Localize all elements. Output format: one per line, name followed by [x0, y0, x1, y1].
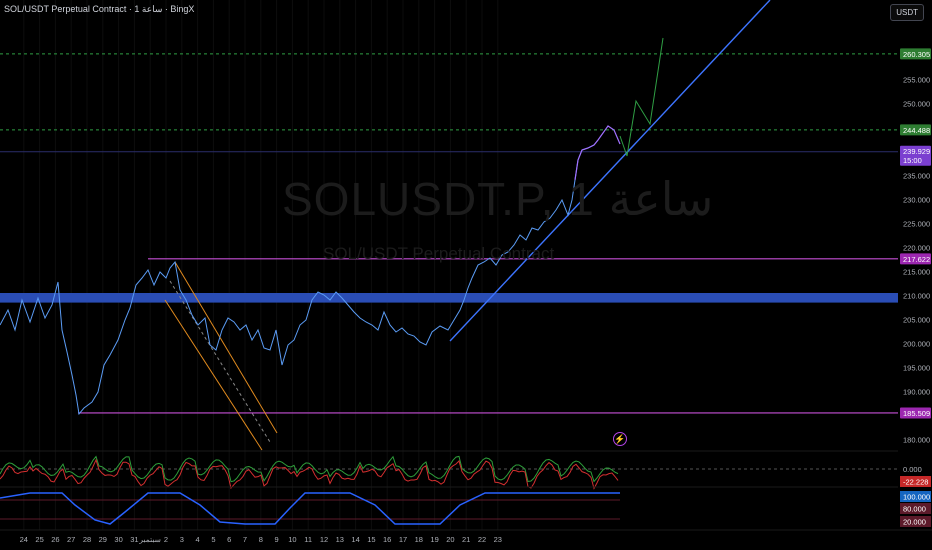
support-zone-band: [0, 293, 898, 303]
time-tick-label: 13: [336, 535, 344, 544]
time-tick-label: 4: [196, 535, 200, 544]
price-series-recent: [574, 125, 621, 181]
price-tag-label: 244.488: [903, 126, 930, 135]
channel-mid: [169, 280, 271, 443]
time-tick-label: 7: [243, 535, 247, 544]
chart-grid: [23, 0, 499, 530]
oscillator-fast: [0, 455, 619, 483]
price-tick-label: 205.000: [903, 315, 930, 324]
support-zone: [0, 293, 898, 303]
chart-drawings: [164, 0, 771, 451]
time-tick-label: سبتمبر: [138, 535, 161, 544]
projection-path: [619, 37, 664, 157]
price-tag: [900, 124, 931, 136]
time-tick-label: 9: [275, 535, 279, 544]
price-tag: [900, 253, 931, 265]
stoch-tag-label: 20.000: [903, 518, 926, 527]
price-tick-label: 190.000: [903, 387, 930, 396]
currency-button[interactable]: USDT: [890, 4, 924, 21]
price-tick-label: 200.000: [903, 339, 930, 348]
time-tick-label: 20: [446, 535, 454, 544]
osc-tick-label: 0.000: [903, 465, 922, 474]
watermark-ticker: SOLUSDT.P, 1 ساعة: [282, 173, 714, 225]
time-tick-label: 21: [462, 535, 470, 544]
channel-lower: [164, 299, 263, 451]
time-tick-label: 16: [383, 535, 391, 544]
price-tick-label: 250.000: [903, 99, 930, 108]
time-axis[interactable]: 24 25 26 27 28 29 30 31 سبتمبر 2 3 4 5 6 7 8 9 10 11 12 13 14…: [0, 529, 932, 544]
time-tick-label: 18: [415, 535, 423, 544]
stoch-tag: [900, 491, 931, 502]
osc-tag: [900, 476, 931, 487]
price-tag-label: 185.509: [903, 409, 930, 418]
price-tick-label: 195.000: [903, 363, 930, 372]
time-tick-label: 15: [367, 535, 375, 544]
stoch-line: [0, 492, 620, 525]
time-tick-label: 30: [114, 535, 122, 544]
price-tick-label: 180.000: [903, 435, 930, 444]
time-tick-label: 10: [288, 535, 296, 544]
time-tick-label: 17: [399, 535, 407, 544]
price-tag: [900, 48, 931, 60]
price-tag: [900, 145, 931, 166]
time-tick-label: 3: [180, 535, 184, 544]
stoch-tag: [900, 503, 931, 514]
time-tick-label: 14: [351, 535, 359, 544]
price-tick-label: 230.000: [903, 195, 930, 204]
horizontal-levels: [0, 53, 898, 414]
price-tick-label: 215.000: [903, 267, 930, 276]
price-tag: [900, 407, 931, 419]
time-tick-label: 23: [494, 535, 502, 544]
time-tick-label: 2: [164, 535, 168, 544]
price-tag-label: 239.929: [903, 147, 930, 156]
stochastic-pane: [0, 486, 898, 525]
time-tick-label: 8: [259, 535, 263, 544]
lightning-icon[interactable]: ⚡: [613, 432, 627, 446]
time-tick-label: 12: [320, 535, 328, 544]
time-tick-label: 28: [83, 535, 91, 544]
time-tick-label: 6: [227, 535, 231, 544]
price-tick-label: 220.000: [903, 243, 930, 252]
price-tick-label: 225.000: [903, 219, 930, 228]
time-tick-label: 19: [430, 535, 438, 544]
time-tick-label: 27: [67, 535, 75, 544]
price-tag-time: 15:00: [903, 156, 922, 165]
stoch-tag-label: 80.000: [903, 505, 926, 514]
channel-upper: [174, 261, 278, 434]
price-line: [0, 125, 621, 416]
price-tick-label: 255.000: [903, 75, 930, 84]
time-tick-label: 25: [35, 535, 43, 544]
price-series-line: [0, 139, 599, 416]
stoch-tag-label: 100.000: [903, 493, 930, 502]
price-tick-label: 235.000: [903, 171, 930, 180]
time-tick-label: 26: [51, 535, 59, 544]
stoch-tag: [900, 516, 931, 527]
time-tick-label: 24: [20, 535, 28, 544]
price-tag-label: 217.622: [903, 255, 930, 264]
trendline: [449, 0, 771, 342]
symbol-title: SOL/USDT Perpetual Contract · 1 ساعة · B…: [4, 4, 195, 14]
price-tick-label: 210.000: [903, 291, 930, 300]
oscillator-slow: [0, 458, 619, 490]
price-axis[interactable]: 255.000250.000245.000235.000230.000225.0…: [900, 48, 931, 527]
watermark-name: SOL/USDT Perpetual Contract: [323, 244, 555, 263]
time-tick-label: 29: [99, 535, 107, 544]
time-tick-label: 22: [478, 535, 486, 544]
price-tag-label: 260.305: [903, 50, 930, 59]
time-tick-label: 5: [211, 535, 215, 544]
time-tick-label: 31: [130, 535, 138, 544]
time-tick-label: 11: [304, 535, 312, 544]
oscillator-pane: [0, 450, 898, 490]
osc-tag-label: -22.228: [903, 478, 928, 487]
